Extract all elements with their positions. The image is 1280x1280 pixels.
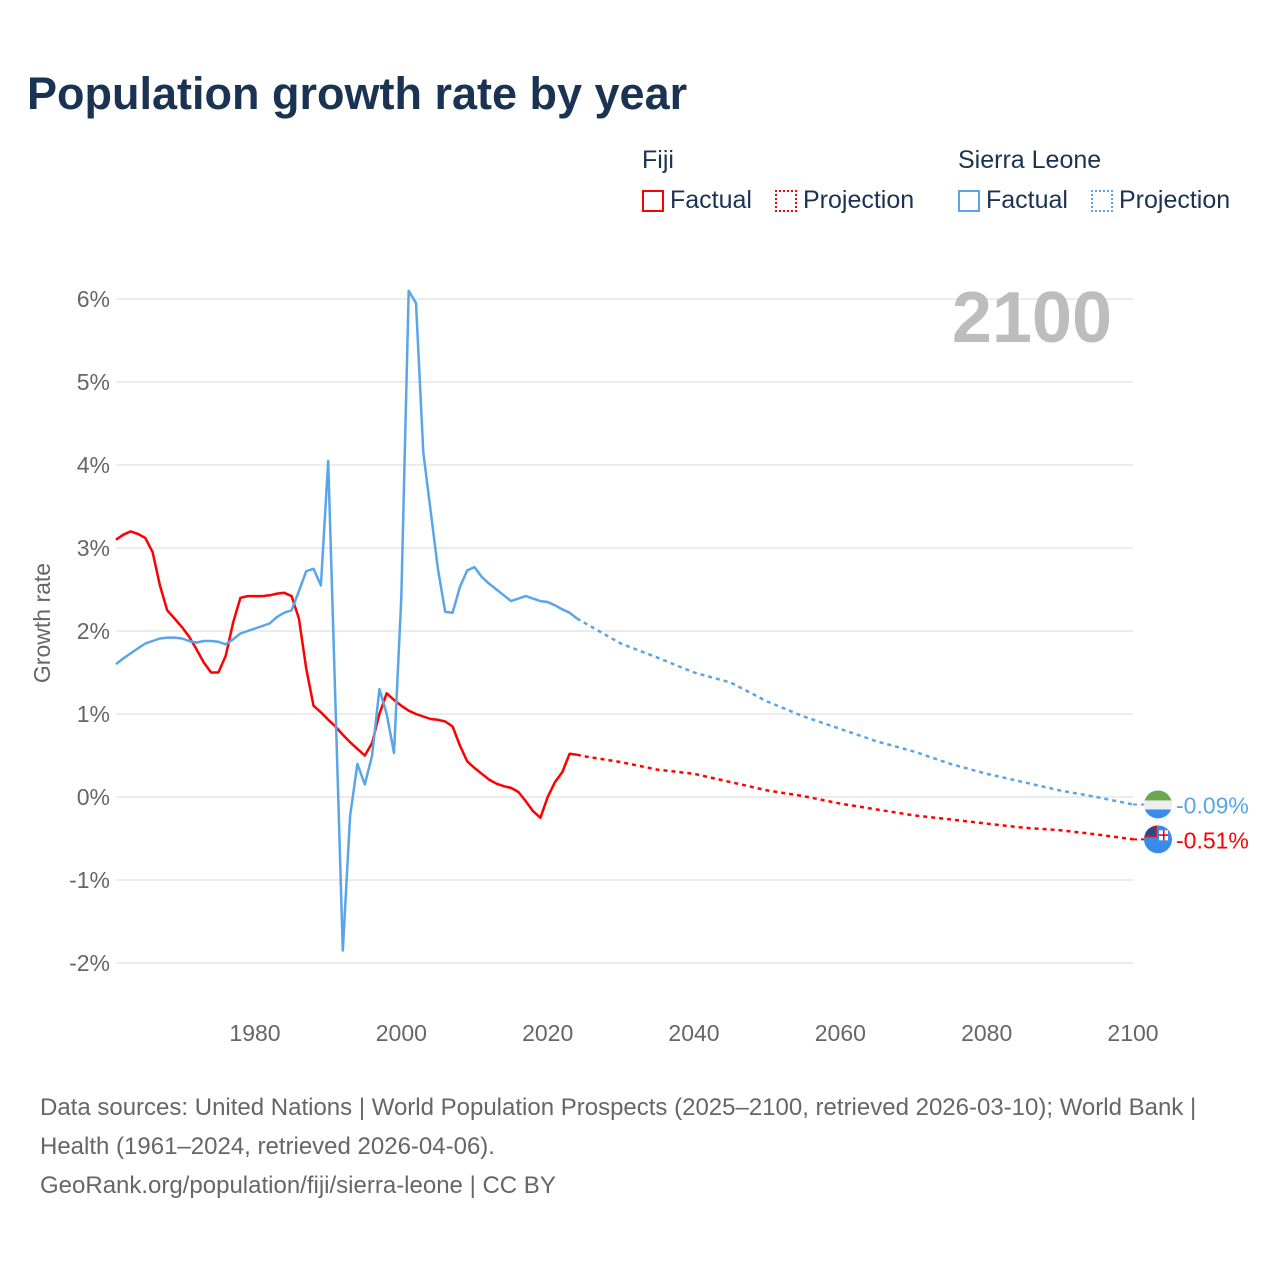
legend-swatch — [642, 189, 664, 212]
line-sierra-leone-projection — [576, 617, 1134, 806]
end-label-fiji: -0.51% — [1176, 827, 1249, 853]
x-tick-label: 2000 — [376, 1020, 427, 1046]
legend-fiji-projection[interactable]: Projection — [775, 186, 914, 215]
legend-group-sierra-leone: Sierra Leone — [958, 146, 1102, 174]
legend-fiji-factual[interactable]: Factual — [642, 186, 752, 215]
data-sources: Data sources: United Nations | World Pop… — [40, 1094, 1197, 1160]
legend-swatch — [1091, 189, 1113, 212]
chart-title: Population growth rate by year — [27, 68, 688, 119]
legend-sierra-leone-projection[interactable]: Projection — [1091, 186, 1230, 215]
x-tick-label: 2080 — [961, 1020, 1012, 1046]
y-tick-label: 0% — [77, 784, 110, 810]
y-tick-label: 5% — [77, 369, 110, 395]
current-year-label: 2100 — [952, 278, 1112, 358]
x-tick-label: 2040 — [668, 1020, 719, 1046]
y-tick-label: 3% — [77, 535, 110, 561]
end-label-sierra-leone: -0.09% — [1176, 792, 1249, 818]
x-tick-label: 2100 — [1107, 1020, 1158, 1046]
y-tick-label: 1% — [77, 701, 110, 727]
flag-sierra-leone-icon — [1144, 790, 1172, 819]
flag-fiji-icon — [1144, 825, 1172, 854]
legend-group-fiji: Fiji — [642, 146, 674, 174]
credit-link[interactable]: GeoRank.org/population/fiji/sierra-leone… — [40, 1172, 556, 1199]
legend-label: Factual — [986, 186, 1068, 214]
y-tick-label: 2% — [77, 618, 110, 644]
legend-swatch — [958, 189, 980, 212]
x-tick-label: 1980 — [229, 1020, 280, 1046]
x-tick-label: 2060 — [815, 1020, 866, 1046]
legend-swatch — [775, 189, 797, 212]
line-fiji-projection — [576, 753, 1134, 841]
y-tick-label: 6% — [77, 286, 110, 312]
y-tick-label: 4% — [77, 452, 110, 478]
legend-sierra-leone-factual[interactable]: Factual — [958, 186, 1068, 215]
line-fiji-factual — [115, 530, 578, 820]
line-sierra-leone-factual — [115, 289, 578, 952]
y-tick-label: -1% — [69, 867, 110, 893]
legend-label: Projection — [1119, 186, 1231, 214]
footer: Data sources: United Nations | World Pop… — [40, 1088, 1240, 1205]
x-tick-label: 2020 — [522, 1020, 573, 1046]
legend-label: Projection — [803, 186, 915, 214]
legend-label: Factual — [670, 186, 752, 214]
y-axis-label: Growth rate — [29, 563, 55, 683]
y-tick-label: -2% — [69, 950, 110, 976]
